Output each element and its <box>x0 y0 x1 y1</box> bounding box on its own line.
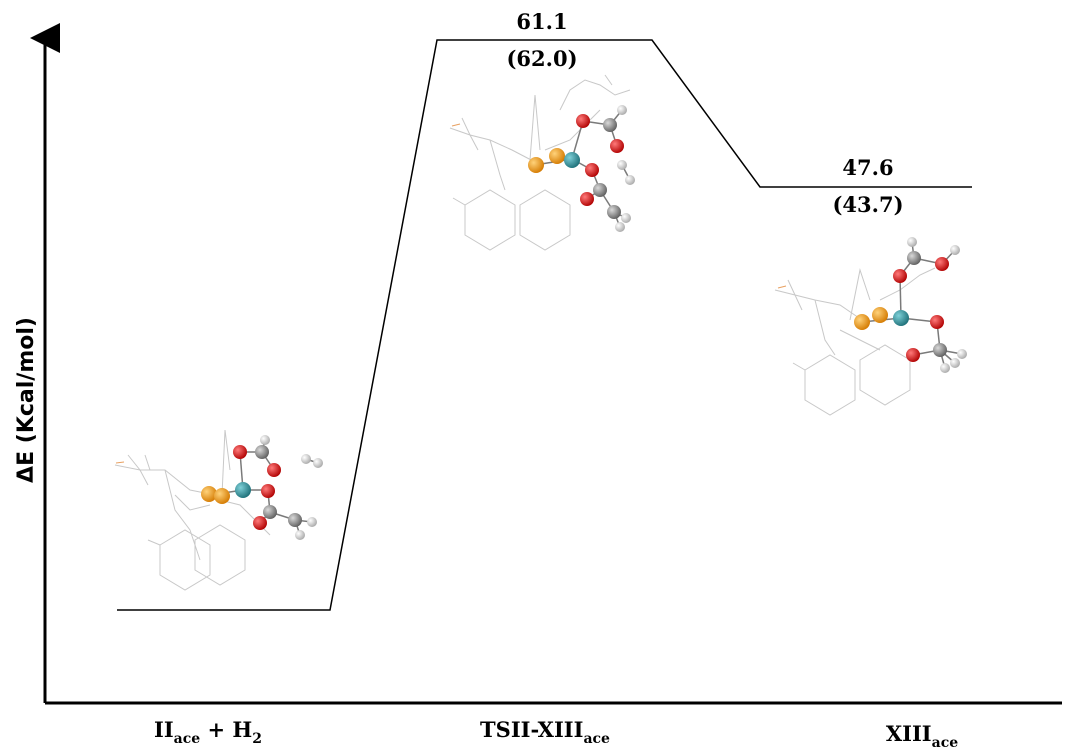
ts-energy-value: 61.1 <box>516 9 567 34</box>
ts-label: TSII-XIIIace <box>480 717 610 747</box>
reactant-label: IIace + H2 <box>154 717 262 747</box>
product-energy-value: 47.6 <box>842 155 893 180</box>
product-energy-value-paren: (43.7) <box>832 192 903 217</box>
ts-energy-value-paren: (62.0) <box>506 46 577 71</box>
product-label: XIIIace <box>886 721 958 748</box>
product-molecule-structure <box>774 237 967 416</box>
energy-profile-line <box>117 39 972 611</box>
reactant-molecule-structure <box>114 429 323 591</box>
ts-molecule-structure <box>449 74 635 251</box>
y-axis-label: ΔE (Kcal/mol) <box>14 317 39 483</box>
